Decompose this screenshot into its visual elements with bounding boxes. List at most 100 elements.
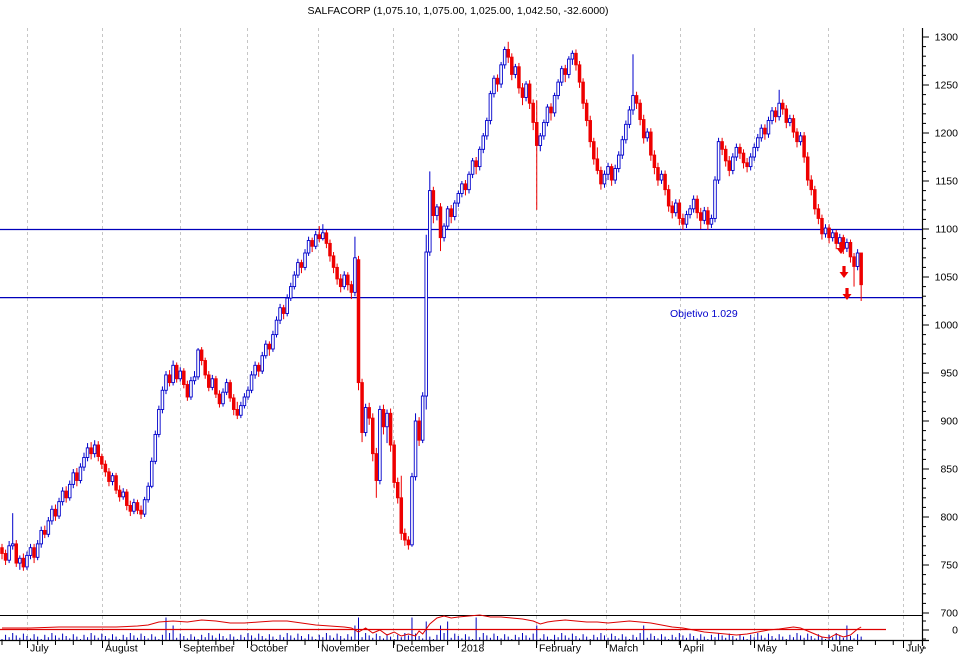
down-candle <box>634 95 639 104</box>
down-candle <box>670 205 674 214</box>
month-label: October <box>250 643 288 655</box>
down-candle <box>549 106 553 114</box>
down-candle <box>599 169 603 185</box>
down-candle <box>574 52 578 66</box>
up-candle <box>342 274 346 288</box>
up-candle <box>146 485 150 501</box>
up-candle <box>192 376 197 382</box>
price-tick-label: 1250 <box>935 80 959 92</box>
up-candle <box>492 77 496 95</box>
up-candle <box>18 557 22 564</box>
price-tick-label: 700 <box>940 608 958 620</box>
down-candle <box>100 456 104 465</box>
up-candle <box>556 81 560 97</box>
up-candle <box>71 472 76 485</box>
up-candle <box>413 420 418 478</box>
up-candle <box>171 364 175 384</box>
down-candle <box>185 384 190 398</box>
up-candle <box>542 121 546 137</box>
up-candle <box>567 58 571 75</box>
down-candle <box>795 131 799 143</box>
down-candle <box>520 87 525 98</box>
down-candle <box>780 102 785 110</box>
down-candle <box>125 491 129 506</box>
down-candle <box>813 189 817 210</box>
down-candle <box>167 374 172 384</box>
down-candle <box>32 547 36 558</box>
up-candle <box>153 433 158 462</box>
price-tick-label: 750 <box>940 560 958 572</box>
up-candle <box>85 447 90 458</box>
down-candle <box>43 529 47 535</box>
down-candle <box>14 543 19 564</box>
down-candle <box>395 481 400 499</box>
up-candle <box>25 554 29 568</box>
down-candle <box>723 148 728 162</box>
up-candle <box>616 154 621 169</box>
up-candle <box>420 395 425 441</box>
up-candle <box>606 166 610 175</box>
down-candle <box>809 179 814 191</box>
up-candle <box>385 412 389 428</box>
down-candle <box>228 382 232 399</box>
down-candle <box>103 463 108 473</box>
up-candle <box>313 234 318 247</box>
price-axis-labels: 1300 1250 1200 1150 1100 1050 1000 950 900 850 800… <box>935 32 959 637</box>
up-candle <box>78 466 83 481</box>
sell-arrow-icon <box>836 242 846 254</box>
up-candle <box>709 217 714 225</box>
down-candle <box>656 167 660 181</box>
down-candle <box>649 131 653 156</box>
down-candle <box>820 217 824 235</box>
down-candle <box>3 553 8 561</box>
up-candle <box>499 64 503 85</box>
down-candle <box>235 409 240 416</box>
down-candle <box>527 83 532 104</box>
down-candle <box>681 217 685 225</box>
up-candle <box>110 475 115 482</box>
up-candle <box>253 364 257 376</box>
down-candle <box>738 146 742 154</box>
up-candle <box>631 95 635 111</box>
up-candle <box>224 382 229 393</box>
up-candle <box>321 232 325 240</box>
month-gridlines <box>27 28 904 641</box>
down-candle <box>199 349 204 361</box>
sell-arrow-icon <box>839 266 849 278</box>
down-candle <box>531 102 535 123</box>
down-candle <box>773 110 778 118</box>
up-candle <box>435 206 439 217</box>
down-candle <box>495 77 500 85</box>
month-label: February <box>539 643 582 655</box>
up-candle <box>289 286 293 299</box>
up-candle <box>453 202 457 217</box>
down-candle <box>117 489 122 498</box>
down-candle <box>449 208 453 217</box>
up-candle <box>502 49 507 66</box>
up-candle <box>481 135 486 150</box>
price-tick-label: 1000 <box>935 320 959 332</box>
down-candle <box>510 56 514 75</box>
price-tick-label: 1100 <box>935 224 958 236</box>
down-candle <box>96 444 101 457</box>
up-candle <box>855 252 860 267</box>
down-candle <box>310 240 314 247</box>
up-candle <box>7 545 11 561</box>
down-candle <box>317 234 322 240</box>
down-candle <box>592 141 596 160</box>
down-candle <box>741 152 746 164</box>
down-candle <box>281 307 286 314</box>
up-candle <box>264 343 268 357</box>
down-candle <box>834 232 838 244</box>
down-candle <box>139 509 143 515</box>
sell-arrow-icon <box>842 288 852 300</box>
down-candle <box>338 278 343 288</box>
up-candle <box>759 127 764 139</box>
up-candle <box>524 83 528 98</box>
month-label: December <box>396 643 445 655</box>
down-candle <box>763 127 767 135</box>
up-candle <box>845 241 849 249</box>
down-candle <box>663 173 667 191</box>
down-candle <box>463 183 468 191</box>
